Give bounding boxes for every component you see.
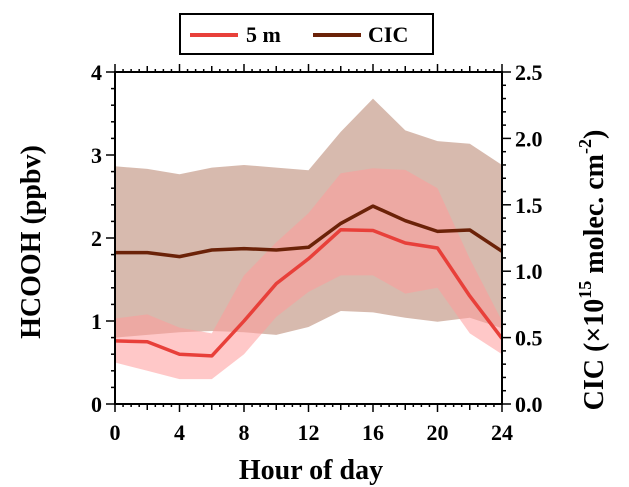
x-tick-label: 0 — [110, 420, 121, 445]
y-axis-left-title: HCOOH (ppbv) — [16, 145, 47, 339]
y-right-tick-label: 2.0 — [515, 126, 543, 151]
y-right-tick-label: 1.0 — [515, 259, 543, 284]
y-left-tick-label: 3 — [91, 143, 102, 168]
axis-ticks — [106, 64, 511, 412]
legend-label-five-m: 5 m — [246, 22, 281, 47]
legend: 5 m CIC — [179, 13, 434, 55]
x-tick-label: 16 — [362, 420, 384, 445]
y-right-title-part: ) — [579, 130, 610, 139]
y-right-tick-label: 0.0 — [515, 392, 543, 417]
x-tick-label: 12 — [298, 420, 320, 445]
y-right-tick-label: 0.5 — [515, 326, 543, 351]
uncertainty-bands — [115, 98, 502, 380]
y-right-title-part: molec. cm — [579, 154, 610, 281]
y-left-tick-label: 0 — [91, 392, 102, 417]
x-tick-label: 20 — [427, 420, 449, 445]
x-tick-label: 24 — [491, 420, 513, 445]
x-tick-label: 8 — [239, 420, 250, 445]
series-lines — [114, 204, 504, 358]
series-line-five-m — [114, 227, 504, 358]
y-left-tick-label: 2 — [91, 226, 102, 251]
series-line-cic — [115, 204, 503, 259]
y-right-title-sup: 15 — [575, 281, 595, 299]
y-right-tick-label: 2.5 — [515, 60, 543, 85]
y-right-title-sup: -2 — [575, 139, 595, 154]
y-left-tick-label: 4 — [91, 60, 102, 85]
y-axis-right-title: CIC (×1015 molec. cm-2) — [575, 130, 610, 411]
y-right-tick-label: 1.5 — [515, 193, 543, 218]
y-right-title-part: CIC (×10 — [579, 299, 610, 411]
legend-label-cic: CIC — [368, 22, 408, 47]
x-axis-title: Hour of day — [239, 455, 383, 486]
x-tick-label: 4 — [174, 420, 185, 445]
y-left-tick-label: 1 — [91, 309, 102, 334]
